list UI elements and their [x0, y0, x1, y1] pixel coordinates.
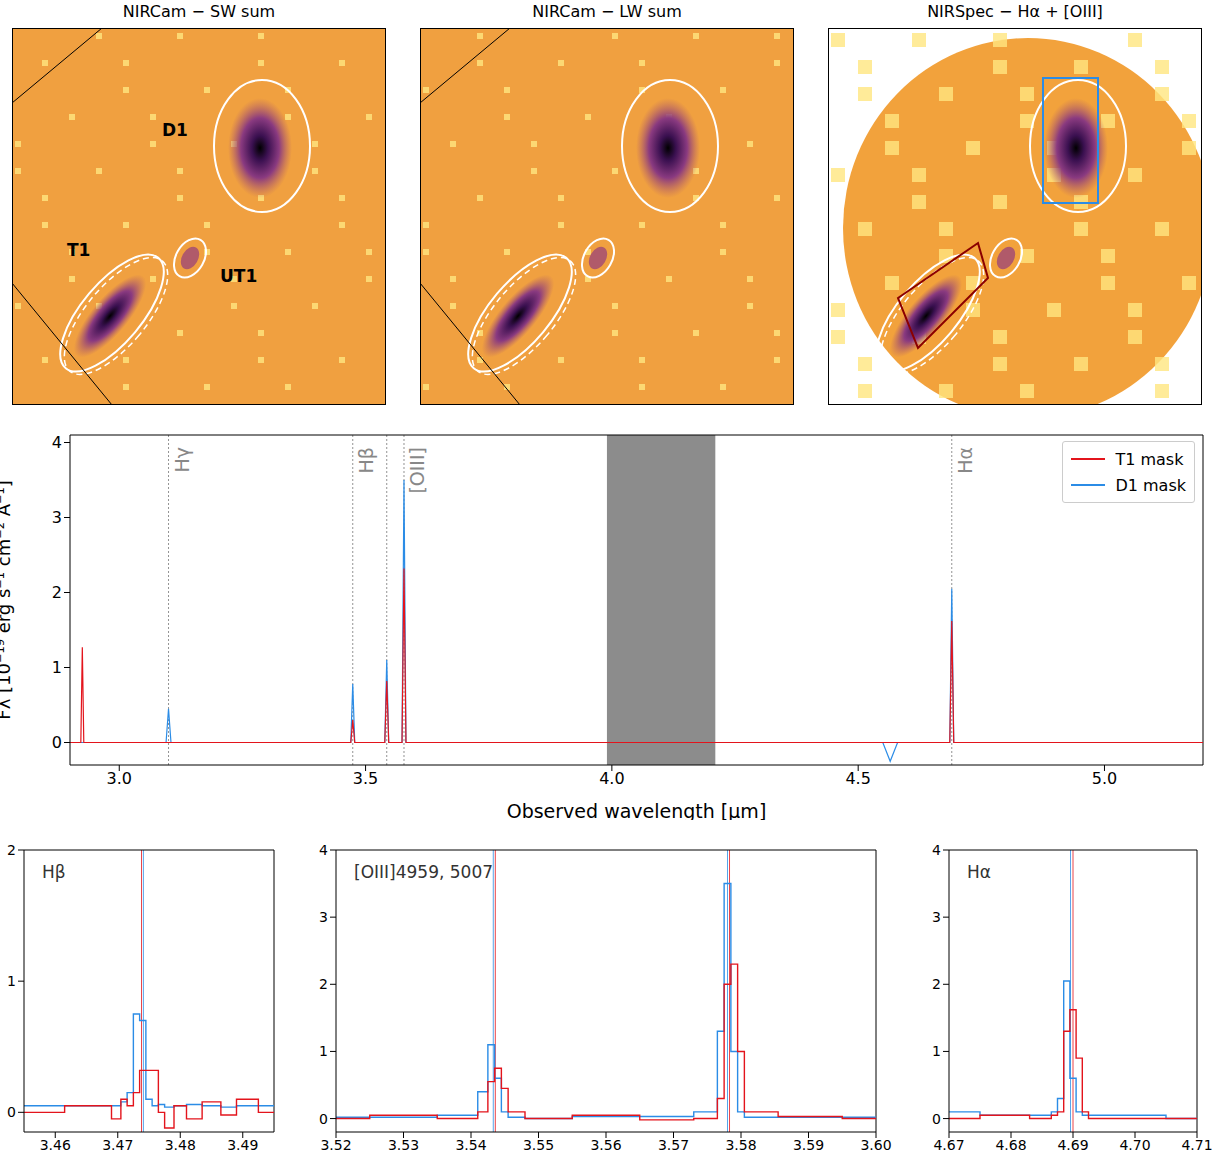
svg-text:D1: D1 — [162, 120, 188, 140]
svg-text:4.68: 4.68 — [995, 1137, 1026, 1153]
svg-text:4: 4 — [932, 842, 941, 858]
svg-text:3.5: 3.5 — [353, 769, 378, 788]
html-text:Hβ: Hβ — [42, 862, 66, 882]
svg-text:3.56: 3.56 — [590, 1137, 621, 1153]
svg-text:3.59: 3.59 — [793, 1137, 824, 1153]
svg-text:1: 1 — [7, 973, 16, 989]
html-text:[OIII]4959, 5007: [OIII]4959, 5007 — [354, 862, 493, 882]
svg-text:4.0: 4.0 — [599, 769, 624, 788]
svg-text:4.69: 4.69 — [1057, 1137, 1088, 1153]
svg-text:3.52: 3.52 — [320, 1137, 351, 1153]
html-text:T1 mask: T1 mask — [1115, 449, 1184, 469]
svg-text:3.0: 3.0 — [107, 769, 132, 788]
svg-text:0: 0 — [52, 733, 62, 752]
svg-text:4.67: 4.67 — [933, 1137, 964, 1153]
svg-text:4: 4 — [52, 433, 62, 452]
svg-text:0: 0 — [932, 1111, 941, 1127]
html-text:NIRCam − LW sum: NIRCam − LW sum — [532, 2, 682, 21]
svg-text:1: 1 — [932, 1043, 941, 1059]
svg-text:3: 3 — [52, 508, 62, 527]
svg-text:4.70: 4.70 — [1119, 1137, 1150, 1153]
svg-text:3.47: 3.47 — [102, 1137, 133, 1153]
svg-text:3: 3 — [319, 909, 328, 925]
svg-text:0: 0 — [319, 1111, 328, 1127]
svg-text:3: 3 — [932, 909, 941, 925]
svg-text:Hγ: Hγ — [171, 447, 193, 473]
svg-text:2: 2 — [7, 842, 16, 858]
svg-text:3.53: 3.53 — [388, 1137, 419, 1153]
svg-text:3.55: 3.55 — [523, 1137, 554, 1153]
svg-text:Hβ: Hβ — [355, 447, 377, 473]
svg-text:2: 2 — [319, 976, 328, 992]
svg-text:1: 1 — [52, 658, 62, 677]
svg-text:3.48: 3.48 — [165, 1137, 196, 1153]
svg-text:3.54: 3.54 — [455, 1137, 486, 1153]
svg-text:3.49: 3.49 — [227, 1137, 258, 1153]
svg-text:5.0: 5.0 — [1092, 769, 1117, 788]
svg-text:4.71: 4.71 — [1181, 1137, 1212, 1153]
svg-text:2: 2 — [52, 583, 62, 602]
html-text:NIRCam − SW sum: NIRCam − SW sum — [122, 2, 276, 21]
html-text:D1 mask: D1 mask — [1115, 475, 1186, 495]
svg-text:0: 0 — [7, 1104, 16, 1120]
svg-text:UT1: UT1 — [220, 266, 257, 286]
html-text:Hα: Hα — [967, 862, 991, 882]
svg-text:3.60: 3.60 — [860, 1137, 891, 1153]
svg-text:4: 4 — [319, 842, 328, 858]
svg-text:3.46: 3.46 — [40, 1137, 71, 1153]
svg-text:3.58: 3.58 — [725, 1137, 756, 1153]
svg-text:3.57: 3.57 — [658, 1137, 689, 1153]
svg-text:T1: T1 — [67, 240, 90, 260]
svg-text:2: 2 — [932, 976, 941, 992]
svg-text:Observed wavelength [µm]: Observed wavelength [µm] — [507, 800, 767, 820]
svg-text:Hα: Hα — [954, 447, 976, 474]
html-text:NIRSpec − Hα + [OIII]: NIRSpec − Hα + [OIII] — [927, 2, 1103, 21]
svg-text:[OIII]: [OIII] — [406, 447, 428, 494]
svg-text:Fλ [10⁻¹⁹ erg s⁻¹ cm⁻² Å⁻¹]: Fλ [10⁻¹⁹ erg s⁻¹ cm⁻² Å⁻¹] — [0, 480, 14, 719]
svg-text:4.5: 4.5 — [845, 769, 870, 788]
svg-text:1: 1 — [319, 1043, 328, 1059]
